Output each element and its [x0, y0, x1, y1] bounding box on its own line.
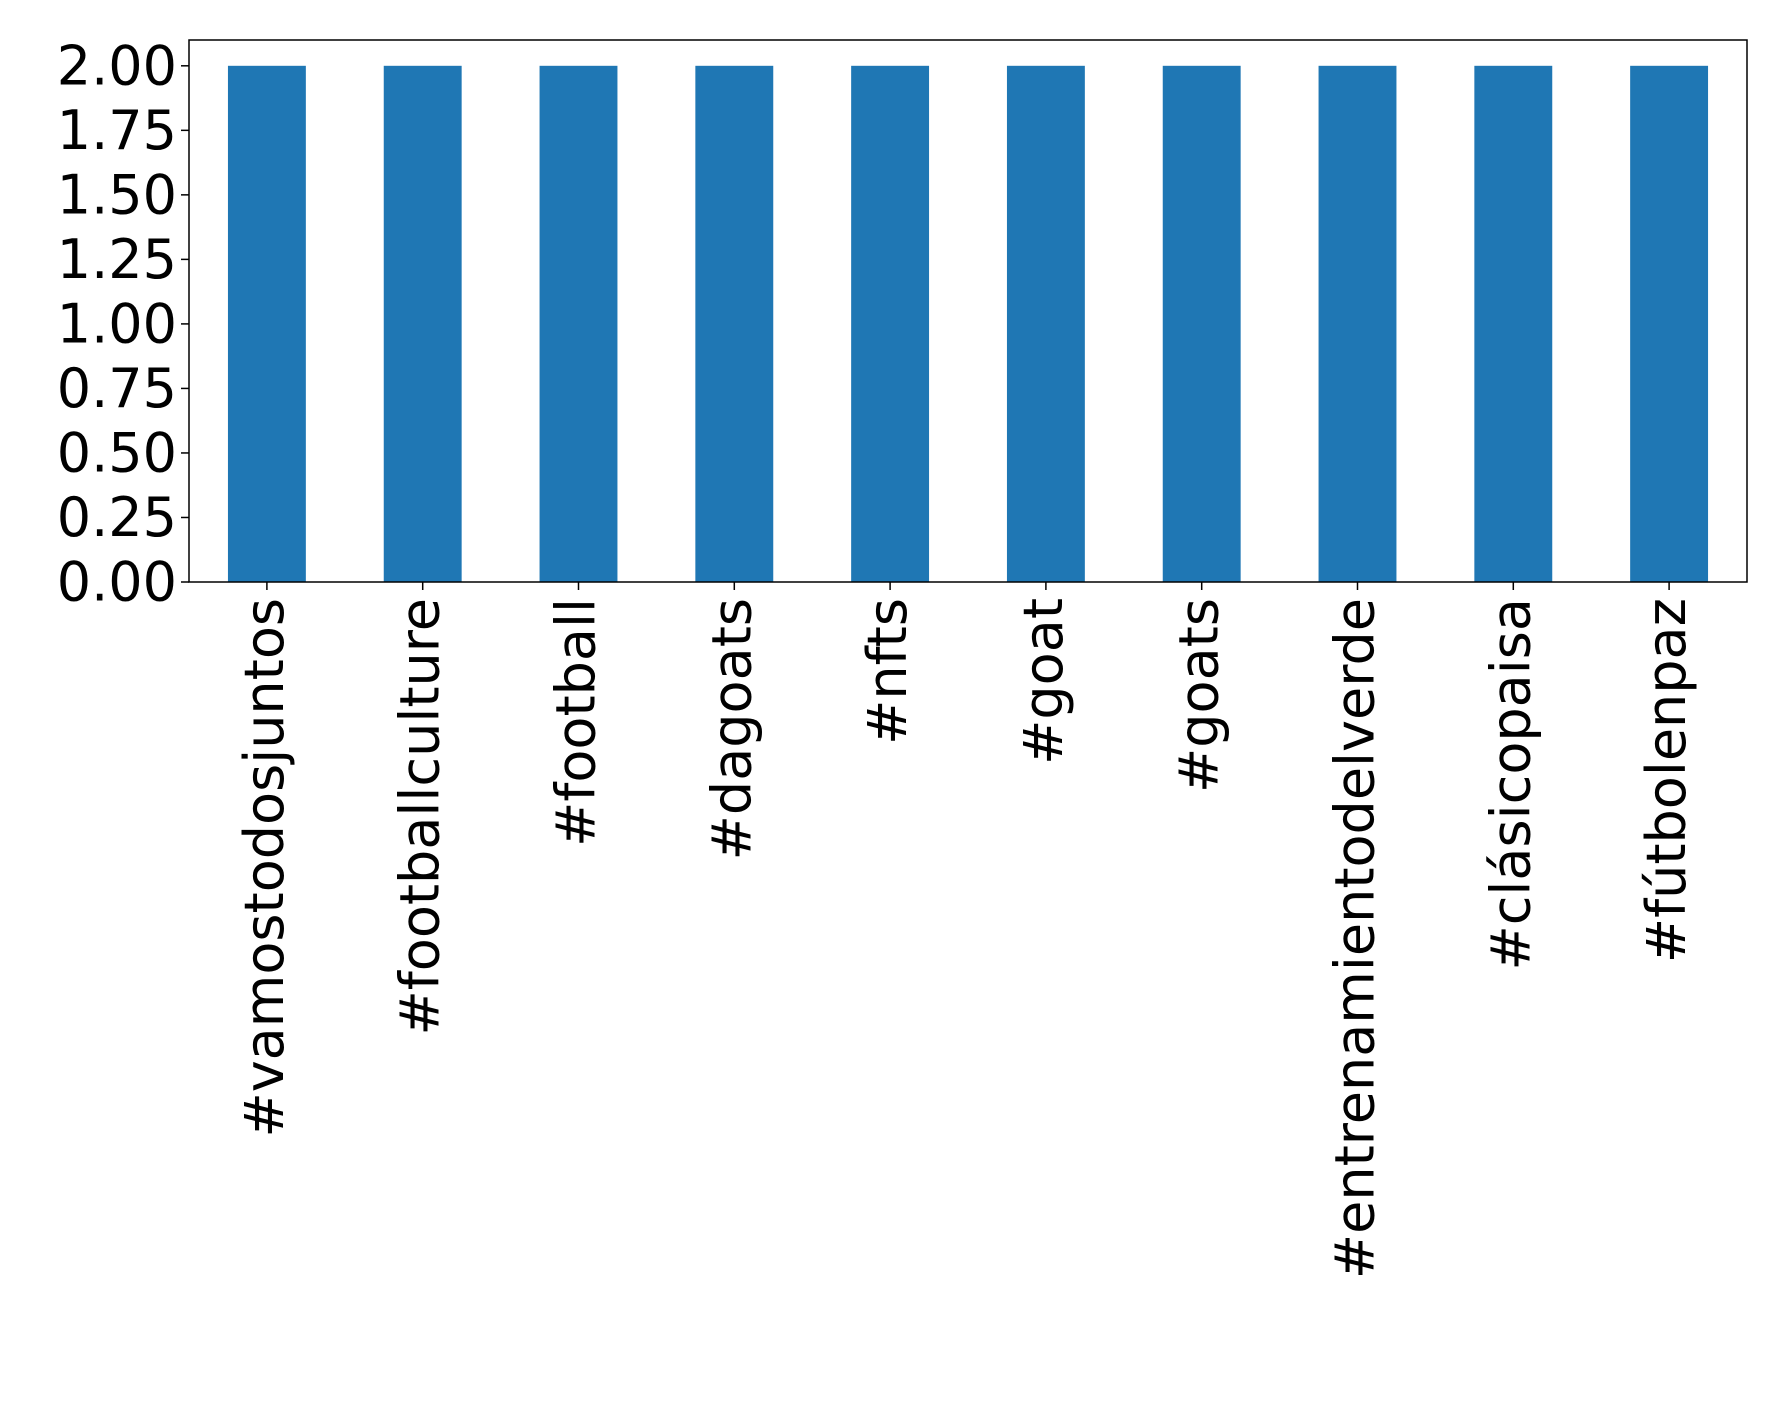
- x-tick-label: #vamostodosjuntos: [233, 598, 296, 1138]
- bar-3: [695, 65, 774, 583]
- x-tick-label: #dagoats: [700, 598, 763, 860]
- bar-4: [851, 65, 930, 583]
- y-tick-label: 1.25: [57, 228, 177, 291]
- bar-2: [539, 65, 618, 583]
- y-tick-label: 0.00: [57, 551, 177, 614]
- x-tick-label: #football: [545, 598, 608, 847]
- bar-7: [1318, 65, 1397, 583]
- bars-layer: [227, 65, 1709, 583]
- bar-6: [1162, 65, 1241, 583]
- x-tick-label: #clásicopaisa: [1479, 598, 1542, 971]
- y-tick-label: 2.00: [57, 34, 177, 97]
- bar-5: [1006, 65, 1085, 583]
- y-tick-label: 1.50: [57, 163, 177, 226]
- y-tick-label: 0.75: [57, 357, 177, 420]
- x-tick-label: #entrenamientodelverde: [1324, 598, 1387, 1279]
- y-tick-label: 1.75: [57, 99, 177, 162]
- plot-frame: [188, 39, 1748, 583]
- x-tick-label: #nfts: [856, 598, 919, 745]
- x-tick-label: #footballculture: [389, 598, 452, 1035]
- bar-9: [1630, 65, 1709, 583]
- x-tick-label: #goat: [1012, 598, 1075, 765]
- x-tick-label: #fútbolenpaz: [1635, 598, 1698, 963]
- y-tick-label: 0.50: [57, 421, 177, 484]
- x-axis: #vamostodosjuntos #footballculture #footba…: [233, 582, 1698, 1279]
- y-tick-label: 1.00: [57, 292, 177, 355]
- y-axis: 0.000.250.500.751.001.251.501.752.00: [57, 34, 189, 614]
- y-tick-label: 0.25: [57, 486, 177, 549]
- bar-0: [227, 65, 306, 583]
- bar-1: [383, 65, 462, 583]
- bar-8: [1474, 65, 1553, 583]
- x-tick-label: #goats: [1168, 598, 1231, 793]
